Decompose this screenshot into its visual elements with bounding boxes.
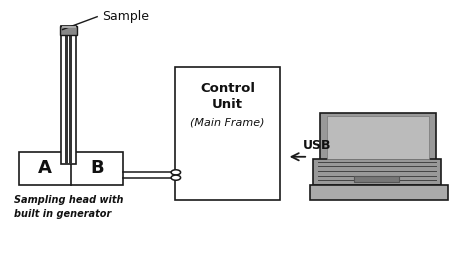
Circle shape <box>171 170 181 175</box>
Bar <box>62 26 76 28</box>
Bar <box>65 26 68 164</box>
Bar <box>19 152 123 185</box>
Bar <box>327 116 429 159</box>
Text: Sample: Sample <box>102 10 149 23</box>
Text: USB: USB <box>303 139 332 152</box>
Bar <box>175 67 280 200</box>
Bar <box>69 26 72 164</box>
Bar <box>355 176 399 182</box>
Text: (Main Frame): (Main Frame) <box>190 118 265 128</box>
Bar <box>60 26 77 35</box>
Text: Sampling head with
built in generator: Sampling head with built in generator <box>14 195 124 218</box>
Bar <box>310 185 448 200</box>
Text: A: A <box>38 159 52 177</box>
Text: Control
Unit: Control Unit <box>200 82 255 111</box>
Circle shape <box>171 175 181 180</box>
Text: B: B <box>91 159 104 177</box>
Bar <box>320 113 436 162</box>
Bar <box>61 26 76 164</box>
Bar <box>313 159 441 185</box>
